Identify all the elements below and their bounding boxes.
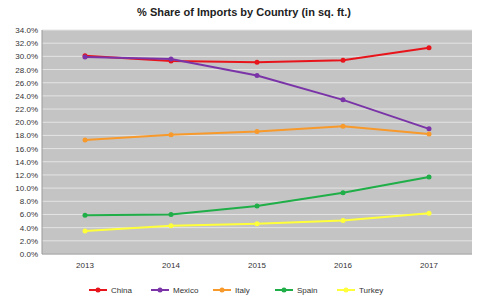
grid-line xyxy=(42,30,472,31)
legend-marker xyxy=(344,288,349,293)
series-marker xyxy=(341,218,346,223)
series-marker xyxy=(341,190,346,195)
series-marker xyxy=(169,132,174,137)
series-marker xyxy=(255,221,260,226)
y-tick-label: 0.0% xyxy=(20,250,38,259)
chart: % Share of Imports by Country (in sq. ft… xyxy=(0,0,488,303)
y-tick-label: 14.0% xyxy=(15,158,38,167)
legend-marker xyxy=(96,288,101,293)
grid-line xyxy=(42,240,472,241)
y-tick-label: 8.0% xyxy=(20,197,38,206)
y-tick-label: 26.0% xyxy=(15,79,38,88)
series-marker xyxy=(83,55,88,60)
y-tick-label: 18.0% xyxy=(15,131,38,140)
y-tick-label: 28.0% xyxy=(15,66,38,75)
series-line xyxy=(85,126,429,140)
y-tick-label: 6.0% xyxy=(20,210,38,219)
series-marker xyxy=(83,213,88,218)
grid-line xyxy=(42,254,472,255)
grid-line xyxy=(42,69,472,70)
y-tick-label: 20.0% xyxy=(15,118,38,127)
y-axis xyxy=(42,30,43,254)
series-line xyxy=(85,177,429,215)
series-marker xyxy=(169,223,174,228)
grid-line xyxy=(42,227,472,228)
series-marker xyxy=(341,58,346,63)
y-tick-label: 12.0% xyxy=(15,171,38,180)
series-marker xyxy=(427,211,432,216)
legend-marker xyxy=(220,288,225,293)
series-marker xyxy=(341,124,346,129)
legend-label: Italy xyxy=(235,286,250,295)
x-tick-label: 2013 xyxy=(76,261,94,270)
x-tick-label: 2014 xyxy=(162,261,180,270)
grid-line xyxy=(42,201,472,202)
legend-marker xyxy=(158,288,163,293)
series-marker xyxy=(83,228,88,233)
x-axis xyxy=(42,254,472,255)
y-tick-label: 10.0% xyxy=(15,184,38,193)
legend-label: Spain xyxy=(297,286,317,295)
series-line xyxy=(85,213,429,231)
grid-line xyxy=(42,95,472,96)
x-tick-label: 2016 xyxy=(334,261,352,270)
series-marker xyxy=(255,203,260,208)
series-marker xyxy=(169,56,174,61)
series-line xyxy=(85,57,429,129)
y-tick-label: 4.0% xyxy=(20,224,38,233)
series-group xyxy=(83,45,432,233)
legend: China Mexico Italy Spain Turkey xyxy=(89,286,383,295)
series-marker xyxy=(427,174,432,179)
y-tick-label: 32.0% xyxy=(15,39,38,48)
x-tick-label: 2017 xyxy=(420,261,438,270)
grid-line xyxy=(42,43,472,44)
series-marker xyxy=(427,45,432,50)
series-marker xyxy=(255,129,260,134)
y-tick-label: 24.0% xyxy=(15,92,38,101)
series-marker xyxy=(255,60,260,65)
background xyxy=(0,0,488,303)
y-tick-label: 16.0% xyxy=(15,145,38,154)
grid-line xyxy=(42,188,472,189)
plot-area xyxy=(42,30,472,254)
y-tick-label: 30.0% xyxy=(15,52,38,61)
grid-line xyxy=(42,82,472,83)
y-tick-label: 22.0% xyxy=(15,105,38,114)
series-marker xyxy=(83,138,88,143)
legend-label: China xyxy=(111,286,132,295)
grid-line xyxy=(42,161,472,162)
series-marker xyxy=(427,126,432,131)
grid-line xyxy=(42,135,472,136)
legend-label: Mexico xyxy=(173,286,199,295)
x-tick-label: 2015 xyxy=(248,261,266,270)
y-tick-label: 2.0% xyxy=(20,237,38,246)
series-marker xyxy=(427,132,432,137)
series-marker xyxy=(255,73,260,78)
title: % Share of Imports by Country (in sq. ft… xyxy=(137,6,351,18)
grid-line xyxy=(42,174,472,175)
series-marker xyxy=(169,212,174,217)
legend-marker xyxy=(282,288,287,293)
legend-label: Turkey xyxy=(359,286,383,295)
y-tick-label: 34.0% xyxy=(15,26,38,35)
grid-line xyxy=(42,148,472,149)
grid-line xyxy=(42,109,472,110)
series-marker xyxy=(341,97,346,102)
